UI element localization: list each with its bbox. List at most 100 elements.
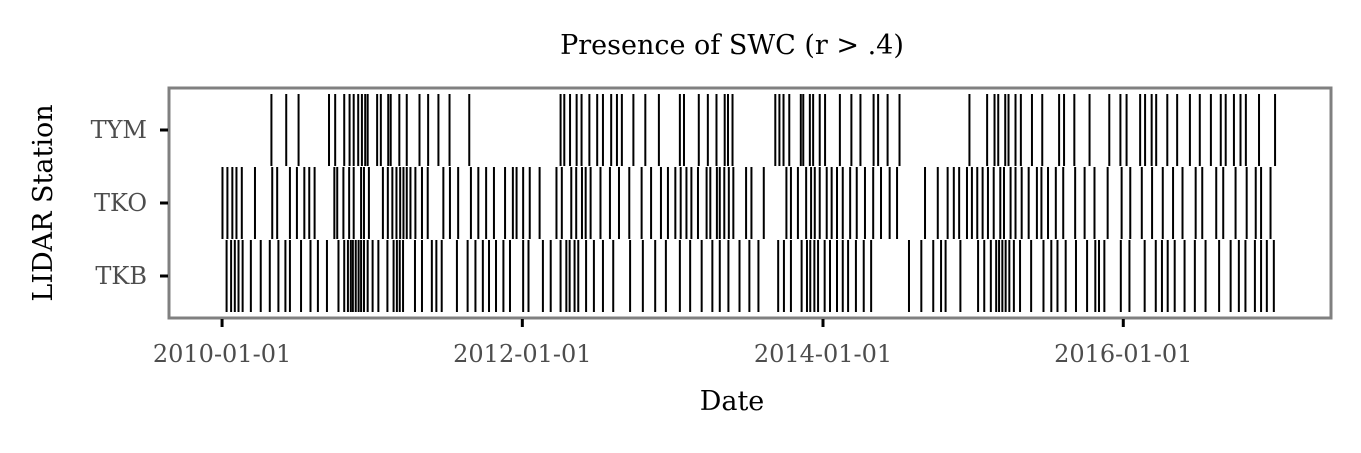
event-bar-tko bbox=[333, 167, 336, 239]
event-bar-tko bbox=[1269, 167, 1272, 239]
event-bar-tko bbox=[750, 167, 753, 239]
event-bar-tym bbox=[1073, 94, 1076, 166]
event-bar-tkb bbox=[1042, 240, 1045, 312]
event-bar-tkb bbox=[847, 240, 850, 312]
event-bar-tko bbox=[1002, 167, 1005, 239]
event-bar-tko bbox=[528, 167, 531, 239]
event-bars bbox=[221, 94, 1277, 312]
event-bar-tko bbox=[477, 167, 480, 239]
y-tick-label: TKB bbox=[95, 262, 147, 290]
event-bar-tko bbox=[696, 167, 699, 239]
event-bar-tko bbox=[276, 167, 279, 239]
event-bar-tko bbox=[538, 167, 541, 239]
event-bar-tkb bbox=[354, 240, 357, 312]
event-bar-tko bbox=[863, 167, 866, 239]
event-bar-tko bbox=[849, 167, 852, 239]
event-bar-tko bbox=[732, 167, 735, 239]
event-bar-tym bbox=[788, 94, 791, 166]
event-bar-tko bbox=[240, 167, 243, 239]
event-bar-tkb bbox=[678, 240, 681, 312]
event-bar-tko bbox=[589, 167, 592, 239]
event-bar-tym bbox=[343, 94, 346, 166]
event-bar-tko bbox=[855, 167, 858, 239]
event-bar-tkb bbox=[481, 240, 484, 312]
event-bar-tko bbox=[570, 167, 573, 239]
event-bar-tkb bbox=[1098, 240, 1101, 312]
event-bar-tym bbox=[726, 94, 729, 166]
x-axis: 2010-01-01 2012-01-01 2014-01-01 2016-01-01 bbox=[153, 319, 1192, 368]
event-bar-tkb bbox=[1001, 240, 1004, 312]
event-bar-tkb bbox=[854, 240, 857, 312]
event-bar-tkb bbox=[782, 240, 785, 312]
event-bar-tkb bbox=[1244, 240, 1247, 312]
event-bar-tym bbox=[405, 94, 408, 166]
event-bar-tkb bbox=[430, 240, 433, 312]
event-bar-tko bbox=[888, 167, 891, 239]
event-bar-tko bbox=[986, 167, 989, 239]
event-bar-tym bbox=[1063, 94, 1066, 166]
event-bar-tko bbox=[511, 167, 514, 239]
event-bar-tym bbox=[596, 94, 599, 166]
event-bar-tym bbox=[601, 94, 604, 166]
event-bar-tko bbox=[690, 167, 693, 239]
event-bar-tkb bbox=[577, 240, 580, 312]
event-bar-tko bbox=[1120, 167, 1123, 239]
event-bar-tkb bbox=[1004, 240, 1007, 312]
event-bar-tko bbox=[1181, 167, 1184, 239]
event-bar-tko bbox=[872, 167, 875, 239]
event-bar-tkb bbox=[259, 240, 262, 312]
event-bar-tko bbox=[970, 167, 973, 239]
event-bar-tko bbox=[836, 167, 838, 239]
event-bar-tkb bbox=[435, 240, 438, 312]
event-bar-tko bbox=[608, 167, 611, 239]
event-bar-tym bbox=[1125, 94, 1128, 166]
event-bar-tko bbox=[896, 167, 899, 239]
event-bar-tym bbox=[615, 94, 618, 166]
event-bar-tkb bbox=[337, 240, 340, 312]
event-bar-tkb bbox=[829, 240, 831, 312]
event-bar-tkb bbox=[568, 240, 571, 312]
event-bar-tkb bbox=[1019, 240, 1022, 312]
event-bar-tko bbox=[981, 167, 984, 239]
event-bar-tkb bbox=[989, 240, 992, 312]
event-bar-tym bbox=[657, 94, 660, 166]
event-bar-tko bbox=[1009, 167, 1012, 239]
event-bar-tkb bbox=[466, 240, 469, 312]
event-bar-tkb bbox=[309, 240, 312, 312]
event-bar-tym bbox=[886, 94, 889, 166]
event-bar-tko bbox=[469, 167, 472, 239]
event-bar-tko bbox=[360, 167, 363, 239]
event-bar-tkb bbox=[601, 240, 604, 312]
event-bar-tkb bbox=[757, 240, 760, 312]
event-bar-tym bbox=[850, 94, 853, 166]
event-bar-tko bbox=[1215, 167, 1218, 239]
event-bar-tko bbox=[818, 167, 821, 239]
event-bar-tym bbox=[398, 94, 401, 166]
event-bar-tkb bbox=[654, 240, 657, 312]
event-bar-tko bbox=[409, 167, 412, 239]
event-bar-tko bbox=[1014, 167, 1017, 239]
y-tick-label: TYM bbox=[91, 116, 147, 144]
event-bar-tkb bbox=[1143, 240, 1146, 312]
event-bar-tkb bbox=[718, 240, 721, 312]
event-bar-tkb bbox=[1218, 240, 1221, 312]
event-bar-tko bbox=[420, 167, 423, 239]
event-bar-tym bbox=[799, 94, 802, 166]
event-bar-tym bbox=[778, 94, 781, 166]
event-bar-tym bbox=[364, 94, 367, 166]
x-tick-label: 2014-01-01 bbox=[754, 340, 892, 368]
event-bar-tko bbox=[880, 167, 883, 239]
event-bar-tko bbox=[1027, 167, 1030, 239]
event-bar-tym bbox=[644, 94, 647, 166]
event-bar-tkb bbox=[249, 240, 252, 312]
event-bar-tkb bbox=[527, 240, 530, 312]
event-bar-tym bbox=[697, 94, 700, 166]
event-bar-tkb bbox=[836, 240, 838, 312]
event-bar-tkb bbox=[241, 240, 244, 312]
event-bar-tko bbox=[1083, 167, 1086, 239]
event-bar-tkb bbox=[549, 240, 552, 312]
event-bar-tko bbox=[1194, 167, 1197, 239]
event-bar-tkb bbox=[377, 240, 380, 312]
event-bar-tym bbox=[379, 94, 382, 166]
